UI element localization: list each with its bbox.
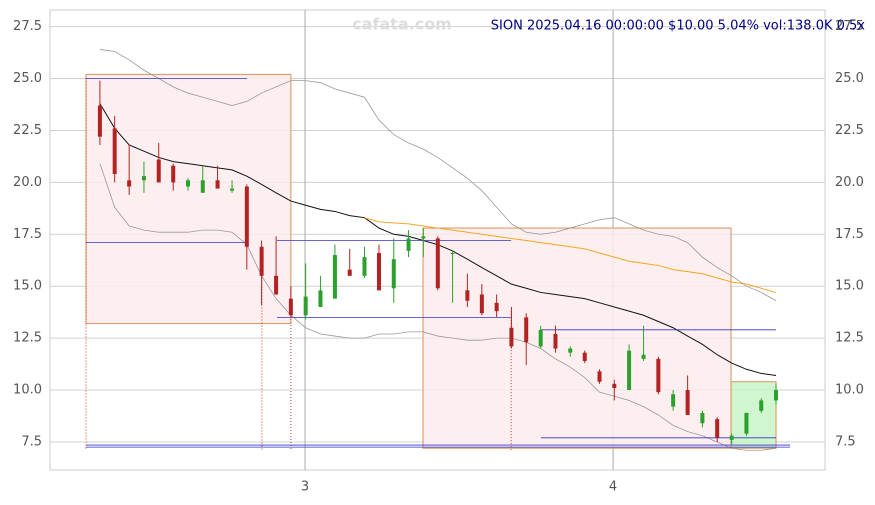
candle-body xyxy=(700,412,705,424)
candle-body xyxy=(421,236,426,239)
candle-body xyxy=(171,165,176,183)
candle-body xyxy=(391,259,396,289)
candle-body xyxy=(156,159,161,183)
candle-body xyxy=(127,180,132,187)
candle-body xyxy=(553,333,558,349)
zone xyxy=(422,227,732,449)
zone xyxy=(85,73,292,325)
y-tick-label-right: 7.5 xyxy=(835,434,856,449)
x-tick-label: 3 xyxy=(301,480,309,495)
candle-body xyxy=(244,186,249,247)
candle-body xyxy=(494,302,499,312)
candle-body xyxy=(685,390,690,415)
y-tick-label: 12.5 xyxy=(13,331,42,346)
plot-frame xyxy=(49,9,826,471)
y-tick-label: 7.5 xyxy=(21,434,42,449)
candle-body xyxy=(627,350,632,391)
series-line xyxy=(364,217,777,293)
candle-body xyxy=(362,257,367,276)
candle-body xyxy=(524,317,529,343)
watermark: cafata.com xyxy=(352,15,452,34)
candle-body xyxy=(715,419,720,438)
y-tick-label-right: 25.0 xyxy=(835,71,864,86)
candle-body xyxy=(406,238,411,251)
candle-body xyxy=(759,400,764,411)
candle-body xyxy=(509,327,514,347)
chart-title: SION 2025.04.16 00:00:00 $10.00 5.04% vo… xyxy=(491,19,865,34)
y-tick-label-right: 12.5 xyxy=(835,331,864,346)
candle-body xyxy=(376,252,381,291)
candle-body xyxy=(729,435,734,440)
candle-body xyxy=(744,412,749,434)
candle-body xyxy=(318,290,323,307)
candle-body xyxy=(479,294,484,314)
candle-body xyxy=(597,371,602,382)
y-tick-label: 25.0 xyxy=(13,71,42,86)
y-tick-label-right: 17.5 xyxy=(835,227,864,242)
x-tick-label: 4 xyxy=(609,480,617,495)
candle-body xyxy=(200,180,205,193)
y-tick-label: 20.0 xyxy=(13,175,42,190)
candle-body xyxy=(568,348,573,353)
candle-body xyxy=(641,354,646,359)
y-tick-label: 27.5 xyxy=(13,19,42,34)
candle-body xyxy=(288,298,293,316)
candle-body xyxy=(303,296,308,316)
zone xyxy=(730,381,777,449)
candle-body xyxy=(671,394,676,407)
series-line xyxy=(99,163,777,451)
y-tick-label-right: 22.5 xyxy=(835,123,864,138)
candle-body xyxy=(435,238,440,289)
y-tick-label-right: 20.0 xyxy=(835,175,864,190)
candle-body xyxy=(274,275,279,295)
y-tick-label-right: 10.0 xyxy=(835,383,864,398)
candle-body xyxy=(230,188,235,191)
y-tick-label: 10.0 xyxy=(13,383,42,398)
candle-body xyxy=(112,128,117,175)
candle-body xyxy=(215,180,220,189)
candle-body xyxy=(141,176,146,181)
candle-body xyxy=(332,255,337,299)
y-tick-label-right: 15.0 xyxy=(835,279,864,294)
y-tick-label-right: 27.5 xyxy=(835,19,864,34)
candle-body xyxy=(774,390,779,401)
candle-body xyxy=(347,269,352,276)
candle-body xyxy=(582,352,587,361)
candle-body xyxy=(465,290,470,301)
candle-body xyxy=(612,383,617,388)
candle-body xyxy=(656,358,661,393)
candle-body xyxy=(538,329,543,347)
candle-body xyxy=(97,105,102,137)
candle-body xyxy=(185,180,190,187)
candle-body xyxy=(259,246,264,276)
candle-body xyxy=(450,252,455,254)
y-tick-label: 17.5 xyxy=(13,227,42,242)
series-line xyxy=(99,49,777,302)
y-tick-label: 15.0 xyxy=(13,279,42,294)
y-tick-label: 22.5 xyxy=(13,123,42,138)
